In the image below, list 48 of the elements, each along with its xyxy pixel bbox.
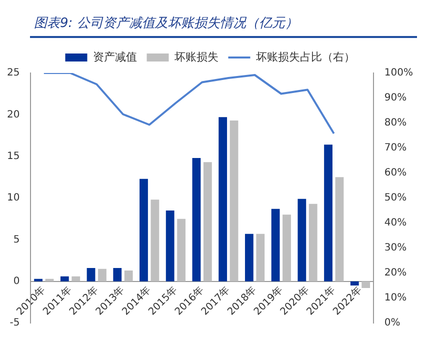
bar <box>230 120 238 282</box>
y2-tick-label: 80% <box>384 118 407 129</box>
y-tick-label: 0 <box>13 276 20 287</box>
y-tick-label: -5 <box>10 318 20 329</box>
legend-label: 资产减值 <box>92 50 137 64</box>
y2-tick-label: 0% <box>384 318 400 329</box>
y2-tick-label: 20% <box>384 268 407 279</box>
y2-tick-label: 40% <box>384 218 407 229</box>
y2-tick-label: 90% <box>384 92 407 104</box>
y2-tick-label: 60% <box>384 168 407 179</box>
y2-tick-label: 10% <box>384 292 407 304</box>
bar <box>192 158 201 282</box>
y-tick-label: 15 <box>6 150 20 162</box>
bar <box>34 278 43 282</box>
bar <box>150 200 160 282</box>
y-tick-label: 5 <box>13 234 20 246</box>
bar <box>324 144 332 282</box>
y-tick-label: 20 <box>6 109 20 120</box>
legend-label: 坏账损失占比（右） <box>254 50 355 64</box>
bar <box>86 268 96 282</box>
bar <box>350 281 359 286</box>
bar <box>308 204 318 282</box>
y2-tick-label: 70% <box>384 142 407 154</box>
bar <box>335 177 344 282</box>
y2-tick-label: 100% <box>384 68 414 79</box>
bar <box>72 276 80 282</box>
bar <box>113 268 122 282</box>
bar <box>203 162 212 282</box>
y2-tick-label: 30% <box>384 242 407 254</box>
y-tick-label: 10 <box>6 192 20 204</box>
bar <box>298 198 306 282</box>
bar <box>166 210 174 282</box>
chart-title: 图表9: 公司资产减值及坏账损失情况（亿元） <box>33 15 299 33</box>
bar <box>271 208 280 282</box>
bar <box>177 218 186 282</box>
bar <box>218 117 228 282</box>
y2-tick-label: 50% <box>384 192 407 204</box>
bar <box>140 178 148 282</box>
y-tick-label: 25 <box>6 68 20 79</box>
bar <box>124 270 133 282</box>
legend-label: 坏账损失 <box>173 50 218 64</box>
bar <box>244 234 254 282</box>
bar <box>60 276 69 282</box>
bar <box>362 281 370 288</box>
bar <box>45 278 54 282</box>
bar <box>282 214 291 282</box>
bar <box>256 234 265 282</box>
bar <box>98 268 106 282</box>
